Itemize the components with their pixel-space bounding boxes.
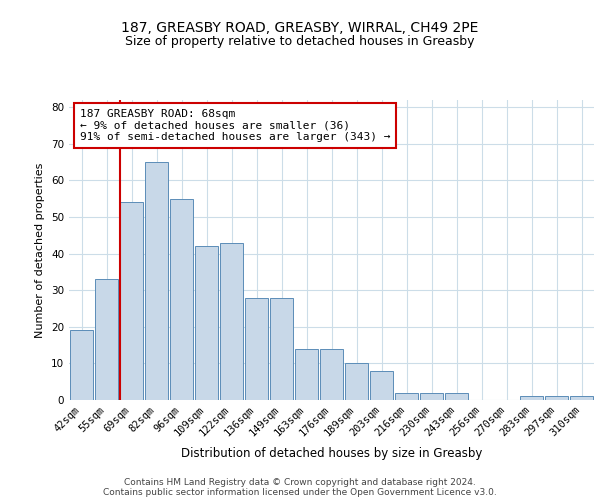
Bar [320, 349, 343, 400]
Bar [395, 392, 418, 400]
X-axis label: Distribution of detached houses by size in Greasby: Distribution of detached houses by size … [181, 447, 482, 460]
Bar [570, 396, 593, 400]
Bar [520, 396, 543, 400]
Y-axis label: Number of detached properties: Number of detached properties [35, 162, 46, 338]
Bar [295, 349, 318, 400]
Bar [170, 199, 193, 400]
Bar [345, 364, 368, 400]
Bar [545, 396, 568, 400]
Bar [195, 246, 218, 400]
Bar [245, 298, 268, 400]
Text: 187, GREASBY ROAD, GREASBY, WIRRAL, CH49 2PE: 187, GREASBY ROAD, GREASBY, WIRRAL, CH49… [121, 20, 479, 34]
Bar [445, 392, 468, 400]
Bar [95, 280, 118, 400]
Bar [370, 370, 393, 400]
Text: Contains HM Land Registry data © Crown copyright and database right 2024.
Contai: Contains HM Land Registry data © Crown c… [103, 478, 497, 497]
Bar [145, 162, 168, 400]
Text: Size of property relative to detached houses in Greasby: Size of property relative to detached ho… [125, 34, 475, 48]
Bar [220, 242, 243, 400]
Bar [120, 202, 143, 400]
Bar [270, 298, 293, 400]
Text: 187 GREASBY ROAD: 68sqm
← 9% of detached houses are smaller (36)
91% of semi-det: 187 GREASBY ROAD: 68sqm ← 9% of detached… [79, 109, 390, 142]
Bar [70, 330, 93, 400]
Bar [420, 392, 443, 400]
